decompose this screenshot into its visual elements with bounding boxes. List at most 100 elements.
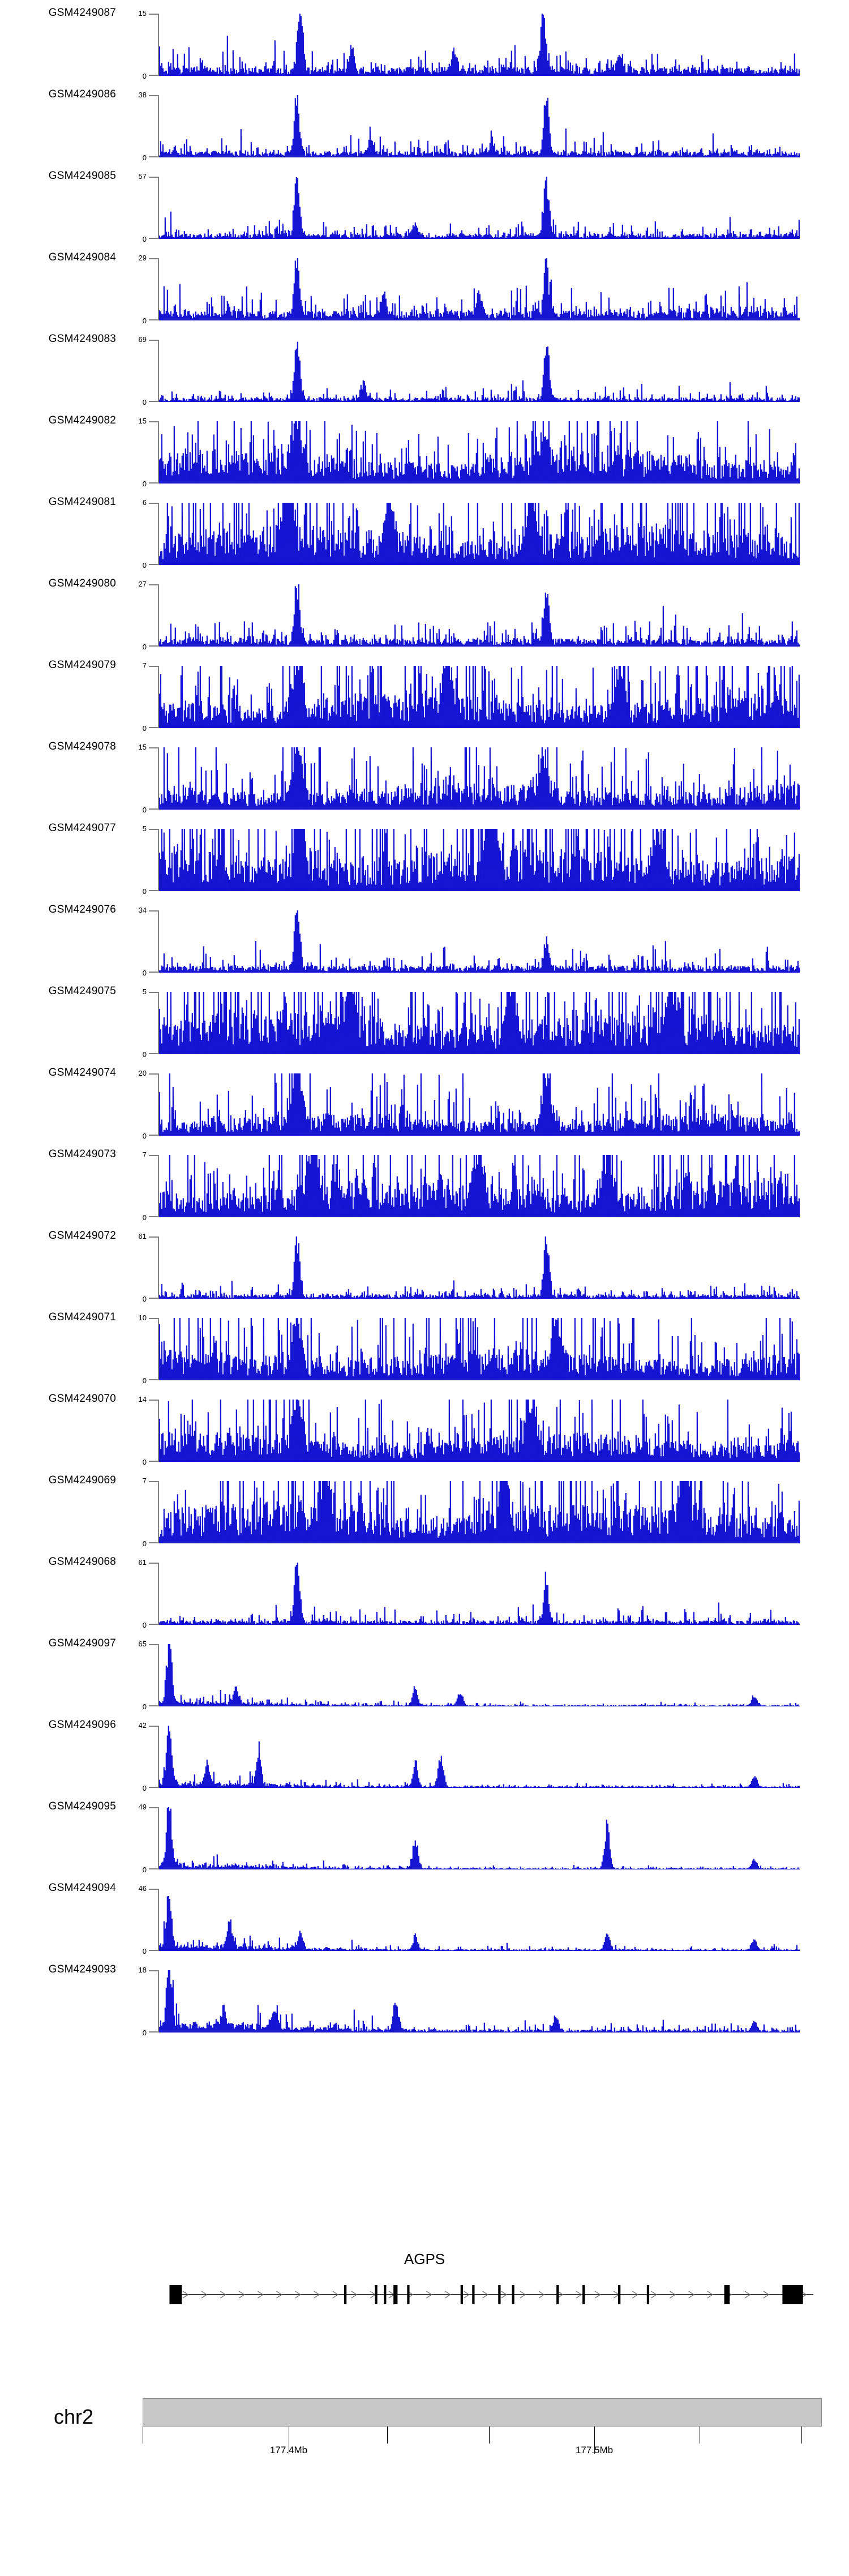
coverage-track[interactable]: GSM4249077 5 0 [0,815,849,897]
track-plot-area[interactable]: 15 0 [139,417,800,487]
y-axis-tick-min [149,890,158,891]
track-plot-area[interactable]: 42 0 [139,1722,800,1792]
y-axis-line [158,95,159,157]
y-axis-min-label: 0 [142,561,147,570]
y-axis-min-label: 0 [142,1784,147,1792]
track-label-gsm4249075: GSM4249075 [48,985,116,997]
y-axis-max-label: 20 [138,1069,147,1077]
y-axis-min-label: 0 [142,1621,147,1629]
y-axis-min-label: 0 [142,806,147,814]
coverage-track[interactable]: GSM4249080 27 0 [0,571,849,652]
coverage-track[interactable]: GSM4249094 46 0 [0,1875,849,1957]
y-axis-min-label: 0 [142,1376,147,1385]
gene-exon [498,2285,501,2304]
coverage-track[interactable]: GSM4249074 20 0 [0,1060,849,1141]
coverage-track[interactable]: GSM4249084 29 0 [0,245,849,326]
strand-arrow-icon [239,2291,245,2299]
chromosome-bar[interactable] [143,2398,822,2427]
y-axis-line [158,1400,159,1462]
track-label-gsm4249074: GSM4249074 [48,1067,116,1079]
y-axis-tick-min [149,1542,158,1543]
gene-exon [169,2285,182,2304]
track-label-gsm4249096: GSM4249096 [48,1719,116,1731]
coverage-track[interactable]: GSM4249072 61 0 [0,1223,849,1304]
coverage-track[interactable]: GSM4249071 10 0 [0,1304,849,1386]
coverage-track[interactable]: GSM4249086 38 0 [0,82,849,163]
y-axis-tick-min [149,727,158,728]
track-label-gsm4249095: GSM4249095 [48,1800,116,1812]
coverage-track[interactable]: GSM4249083 69 0 [0,326,849,408]
coverage-track[interactable]: GSM4249097 65 0 [0,1631,849,1712]
coverage-track[interactable]: GSM4249082 15 0 [0,408,849,489]
y-axis-max-label: 42 [138,1721,147,1730]
track-plot-area[interactable]: 57 0 [139,173,800,243]
y-axis-tick-max [149,503,158,504]
coverage-track[interactable]: GSM4249096 42 0 [0,1712,849,1794]
coverage-track[interactable]: GSM4249081 6 0 [0,489,849,571]
coverage-signal [159,1644,800,1706]
coverage-track[interactable]: GSM4249087 15 0 [0,0,849,82]
y-axis-tick-max [149,177,158,178]
track-plot-area[interactable]: 38 0 [139,91,800,161]
y-axis-max-label: 69 [138,335,147,344]
strand-arrow-icon [576,2291,582,2299]
track-plot-area[interactable]: 20 0 [139,1069,800,1140]
coverage-track[interactable]: GSM4249075 5 0 [0,978,849,1060]
y-axis-tick-max [149,1400,158,1401]
track-plot-area[interactable]: 34 0 [139,906,800,977]
gene-name-label: AGPS [404,2250,445,2267]
track-label-gsm4249068: GSM4249068 [48,1556,116,1568]
track-plot-area[interactable]: 61 0 [139,1233,800,1303]
track-plot-area[interactable]: 46 0 [139,1885,800,1955]
coverage-track[interactable]: GSM4249068 61 0 [0,1549,849,1631]
coverage-signal [159,1563,800,1625]
gene-exon [782,2285,803,2304]
strand-arrow-icon [651,2291,657,2299]
chromosome-ruler: chr2 177.4Mb 177.5Mb [0,2378,849,2491]
coverage-track[interactable]: GSM4249070 14 0 [0,1386,849,1467]
y-axis-tick-max [149,992,158,993]
track-plot-area[interactable]: 49 0 [139,1803,800,1873]
y-axis-tick-min [149,2031,158,2032]
track-label-gsm4249079: GSM4249079 [48,659,116,671]
coverage-signal [159,910,800,973]
y-axis-max-label: 10 [138,1313,147,1322]
coverage-track[interactable]: GSM4249076 34 0 [0,897,849,978]
y-axis-tick-max [149,258,158,259]
track-plot-area[interactable]: 29 0 [139,254,800,324]
chromosome-label: chr2 [53,2405,94,2428]
track-plot-area[interactable]: 10 0 [139,1314,800,1384]
coverage-signal [159,584,800,647]
track-plot-area[interactable]: 15 0 [139,10,800,80]
track-plot-area[interactable]: 15 0 [139,743,800,814]
y-axis-tick-min [149,1053,158,1054]
track-plot-area[interactable]: 69 0 [139,336,800,406]
coverage-track[interactable]: GSM4249095 49 0 [0,1794,849,1875]
coverage-track[interactable]: GSM4249073 7 0 [0,1141,849,1223]
gene-exon [724,2285,730,2304]
y-axis-line [158,1155,159,1217]
coverage-track[interactable]: GSM4249093 18 0 [0,1957,849,2038]
track-plot-area[interactable]: 18 0 [139,1966,800,2036]
y-axis-tick-max [149,1644,158,1645]
coverage-track[interactable]: GSM4249078 15 0 [0,734,849,815]
coverage-track[interactable]: GSM4249085 57 0 [0,163,849,245]
track-plot-area[interactable]: 65 0 [139,1640,800,1710]
track-plot-area[interactable]: 27 0 [139,580,800,651]
gene-annotation-track[interactable]: AGPS [0,2250,849,2341]
track-label-gsm4249080: GSM4249080 [48,577,116,589]
y-axis-min-label: 0 [142,480,147,488]
track-plot-area[interactable]: 61 0 [139,1559,800,1629]
coverage-track[interactable]: GSM4249079 7 0 [0,652,849,734]
gene-exon [472,2285,475,2304]
track-plot-area[interactable]: 14 0 [139,1396,800,1466]
y-axis-tick-max [149,421,158,422]
coverage-track[interactable]: GSM4249069 7 0 [0,1467,849,1549]
